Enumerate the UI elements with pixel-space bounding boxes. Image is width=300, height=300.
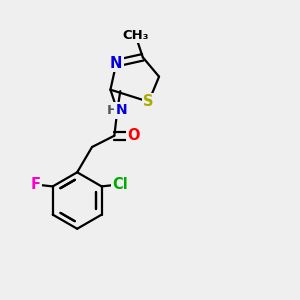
Text: F: F [31, 176, 40, 191]
Text: CH₃: CH₃ [122, 28, 148, 41]
Text: Cl: Cl [112, 176, 128, 191]
Text: O: O [128, 128, 140, 143]
Text: N: N [110, 56, 122, 71]
Text: N: N [116, 103, 127, 118]
Text: S: S [143, 94, 154, 109]
Text: H: H [106, 104, 118, 117]
